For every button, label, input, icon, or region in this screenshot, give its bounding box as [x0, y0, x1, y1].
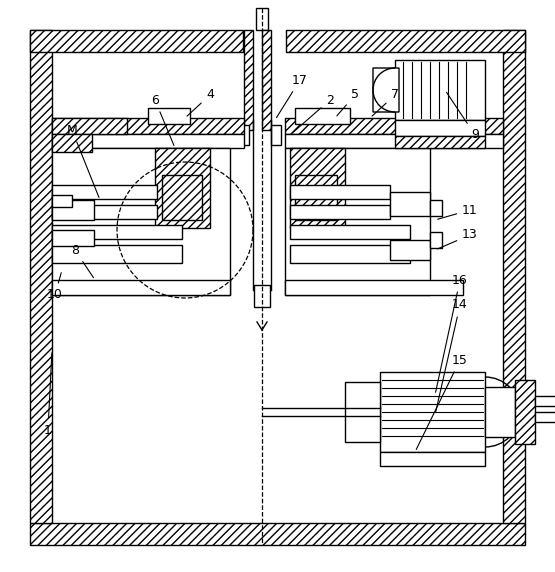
Bar: [52, 134, 92, 152]
Bar: [395, 120, 485, 136]
Text: 9: 9: [447, 92, 479, 141]
Text: 8: 8: [71, 244, 93, 277]
Bar: [290, 245, 410, 263]
Bar: [395, 60, 485, 120]
Text: 16: 16: [436, 273, 468, 392]
Bar: [503, 30, 525, 523]
Text: 13: 13: [437, 228, 478, 249]
Bar: [271, 125, 281, 145]
Bar: [290, 148, 345, 228]
Bar: [295, 108, 350, 124]
Bar: [30, 30, 52, 523]
Text: 10: 10: [47, 273, 63, 301]
Bar: [52, 195, 72, 207]
Bar: [256, 8, 268, 30]
Bar: [290, 225, 410, 239]
Bar: [52, 245, 182, 263]
Bar: [52, 118, 244, 134]
Text: 14: 14: [436, 299, 468, 412]
Text: 5: 5: [337, 89, 359, 116]
Text: 11: 11: [438, 204, 478, 219]
Text: 2: 2: [292, 93, 334, 133]
Text: 7: 7: [372, 89, 399, 116]
Bar: [52, 280, 230, 295]
Bar: [52, 200, 94, 220]
Bar: [390, 240, 430, 260]
Text: 4: 4: [187, 89, 214, 116]
Bar: [285, 134, 503, 148]
Bar: [395, 136, 485, 148]
Text: 6: 6: [151, 93, 174, 145]
Bar: [430, 200, 442, 216]
Text: 1: 1: [44, 353, 52, 436]
Bar: [430, 232, 442, 248]
Bar: [52, 225, 182, 239]
Bar: [285, 280, 463, 295]
Bar: [535, 396, 555, 406]
Bar: [295, 175, 337, 220]
Bar: [52, 134, 244, 148]
Bar: [535, 412, 555, 422]
Bar: [290, 205, 390, 219]
Bar: [285, 118, 503, 134]
Bar: [52, 148, 230, 295]
Bar: [148, 108, 190, 124]
Bar: [244, 30, 253, 130]
Bar: [52, 205, 157, 219]
Bar: [30, 523, 525, 545]
Text: 17: 17: [276, 73, 308, 118]
Bar: [286, 30, 525, 52]
Bar: [52, 185, 157, 199]
Bar: [345, 382, 380, 442]
Bar: [290, 185, 390, 199]
Bar: [162, 175, 202, 220]
Bar: [390, 192, 430, 216]
Bar: [155, 148, 210, 228]
Bar: [254, 285, 270, 307]
FancyBboxPatch shape: [373, 68, 399, 112]
Bar: [515, 380, 535, 444]
Text: 15: 15: [416, 353, 468, 450]
Bar: [485, 387, 515, 437]
Bar: [380, 372, 485, 452]
Bar: [285, 148, 430, 295]
Bar: [52, 118, 127, 134]
Bar: [380, 452, 485, 466]
Text: M: M: [67, 124, 99, 197]
Bar: [262, 30, 271, 130]
Bar: [239, 125, 249, 145]
Bar: [52, 230, 94, 246]
Bar: [30, 30, 243, 52]
